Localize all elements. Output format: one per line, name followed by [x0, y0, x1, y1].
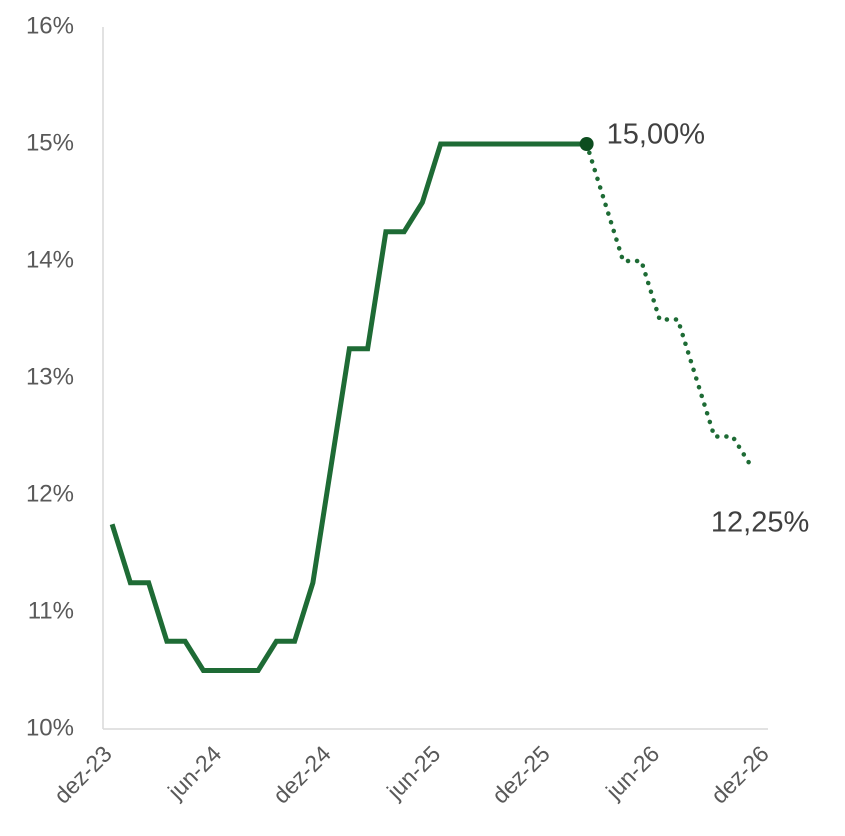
x-tick-label: dez-24 [268, 740, 336, 808]
x-tick-label: dez-26 [706, 740, 774, 808]
x-tick-label: dez-23 [49, 740, 117, 808]
y-tick-label: 16% [26, 12, 74, 39]
marker [579, 137, 594, 151]
series-line [584, 141, 754, 468]
annotation: 12,25% [711, 506, 809, 538]
x-tick-label: jun-25 [381, 740, 445, 804]
y-tick-label: 12% [26, 480, 74, 507]
annotation: 15,00% [607, 119, 705, 151]
x-tick-label: jun-24 [162, 740, 226, 804]
y-tick-label: 10% [26, 714, 74, 741]
y-tick-label: 11% [28, 597, 74, 624]
series-line [109, 141, 587, 673]
y-tick-label: 14% [26, 246, 74, 273]
y-tick-label: 13% [26, 363, 74, 390]
x-tick-label: jun-26 [600, 740, 664, 804]
y-tick-label: 15% [26, 129, 74, 156]
x-tick-label: dez-25 [487, 740, 555, 808]
